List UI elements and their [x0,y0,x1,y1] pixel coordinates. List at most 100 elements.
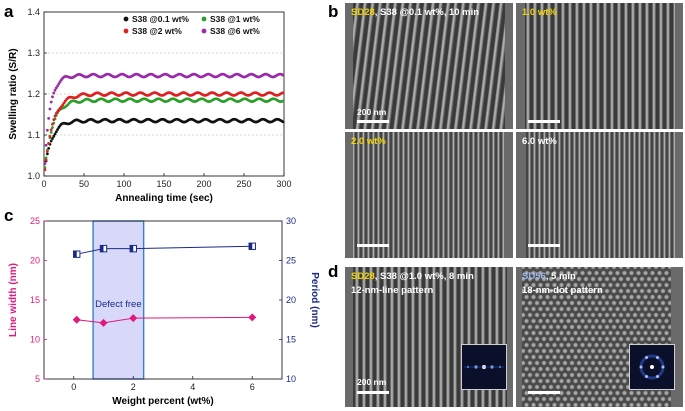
data-point [281,73,285,77]
x-axis-title: Annealing time (sec) [115,193,213,204]
scale-bar [357,391,389,394]
data-point [281,99,285,103]
data-point-half [249,243,253,250]
data-point [49,128,53,132]
substrate-edge [345,132,353,258]
data-point [47,116,51,120]
x-tick-label: 250 [236,179,251,189]
data-point [57,82,61,86]
sem-label: SD28, S38 @1.0 wt%, 8 min [351,271,474,282]
scale-bar [357,244,389,247]
data-point [48,107,52,111]
substrate-edge [345,3,353,129]
y-tick-label: 1.3 [27,48,40,58]
plot-frame [43,220,283,380]
y-right-tick-label: 15 [286,335,296,345]
y-tick-label: 1.1 [27,130,40,140]
substrate-edge [675,3,683,129]
chart-a-swelling-ratio: 0 50 100 150 200 250 300 1.0 1.1 1.2 1.3 1.4 Anneali… [8,7,292,204]
series-line [76,245,253,255]
data-point [48,134,52,138]
chart-c-line-width-period: Defect free 0 2 4 6 5 10 15 20 25 10 15 20 25 30 Weight… [8,216,320,407]
y-left-tick-label: 5 [35,374,40,384]
sem-label: 6.0 wt% [522,136,557,147]
data-point [56,84,59,88]
data-point [281,120,285,124]
data-point [43,162,47,166]
substrate-edge [516,132,525,258]
x-tick-label: 200 [196,179,211,189]
scale-bar-label: 200 nm [357,107,387,117]
data-point [45,128,49,132]
sem-image-b1: SD28, S38 @0.1 wt%, 10 min 200 nm [345,3,513,129]
panel-letter-a: a [4,2,14,21]
y-tick-label: 1.0 [27,171,40,181]
sem-label: 2.0 wt% [351,136,386,147]
data-point-half [100,245,104,252]
data-point [51,122,54,126]
substrate-edge [507,267,513,407]
data-point [52,91,56,95]
data-point [52,118,56,122]
scale-bar [528,244,560,247]
substrate-edge [505,132,513,258]
data-point [281,91,285,95]
panel-letter-c: c [4,206,14,225]
substrate-edge [516,3,525,129]
fft-inset-lines [461,344,507,390]
data-point [56,128,59,131]
y-axis-title: Swelling ratio (S/R) [8,48,19,139]
data-point [54,86,58,90]
data-point [53,114,57,118]
data-point [129,314,138,323]
x-tick-label: 100 [116,179,131,189]
sem-image-d1: SD28, S38 @1.0 wt%, 8 min 12-nm-line pat… [345,267,513,407]
sem-image-b3: 2.0 wt% [345,132,513,258]
data-point [54,111,58,115]
data-point [72,315,81,324]
legend-label: S38 @6 wt% [210,26,260,36]
sem-image-b4: 6.0 wt% [516,132,683,258]
sem-label: 1.0 wt% [522,7,557,18]
x-tick-label: 2 [131,382,136,392]
legend-marker [201,16,207,22]
y-right-tick-label: 10 [286,374,296,384]
panel-letter-b: b [328,2,339,21]
scale-bar [528,120,560,123]
legend-label: S38 @0.1 wt% [132,14,189,24]
y-left-tick-label: 15 [30,295,40,305]
data-point [53,132,57,136]
legend-marker [201,28,207,34]
scale-bar-label: 200 nm [357,377,387,387]
scale-bar [357,120,389,123]
sem-image-d2: SD56, 5 min 18-nm-dot pattern [516,267,683,407]
substrate-edge [345,267,353,407]
data-point [45,152,49,156]
x-tick-label: 0 [71,382,76,392]
y-left-tick-label: 20 [30,256,40,266]
substrate-edge [505,3,513,129]
sem-pattern-label: 18-nm-dot pattern [522,285,603,296]
x-tick-label: 0 [41,179,46,189]
data-point [49,139,53,143]
data-point [44,156,48,160]
y-right-tick-label: 25 [286,256,296,266]
y-tick-label: 1.2 [27,89,40,99]
y-right-tick-label: 20 [286,295,296,305]
sem-pattern-label: 12-nm-line pattern [351,285,434,296]
data-point [51,137,54,140]
x-axis-title: Weight percent (wt%) [112,396,213,407]
data-point [49,100,53,104]
x-tick-label: 4 [190,382,195,392]
substrate-edge [675,132,683,258]
sem-label: SD28, S38 @0.1 wt%, 10 min [351,7,480,18]
y-left-tick-label: 10 [30,335,40,345]
data-point [49,131,53,134]
x-tick-label: 50 [79,179,89,189]
data-point-half [73,250,77,258]
substrate-edge [516,267,522,407]
legend-label: S38 @2 wt% [132,26,182,36]
data-point [44,158,48,162]
fft-inset-dots [629,344,675,390]
scale-bar [528,391,560,394]
